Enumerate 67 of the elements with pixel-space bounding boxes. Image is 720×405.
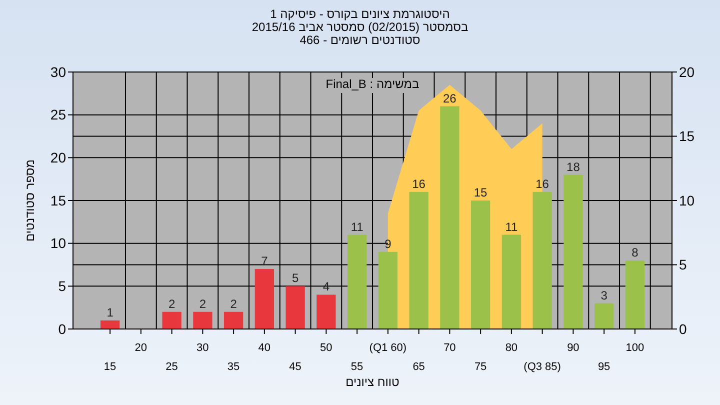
x-tick-label: 45 xyxy=(289,360,302,373)
data-label: 3 xyxy=(600,288,608,302)
x-tick-label: 50 xyxy=(320,342,332,354)
y-tick-label: 15 xyxy=(50,192,66,208)
bar xyxy=(625,260,645,329)
data-label: 9 xyxy=(384,236,392,251)
bar xyxy=(254,269,274,329)
data-label: 15 xyxy=(474,186,488,200)
bar xyxy=(502,234,522,329)
x-tick-label: (Q3 85) xyxy=(524,360,561,373)
bar xyxy=(316,294,336,329)
x-tick-label: (Q1 60) xyxy=(369,342,407,354)
data-label: 2 xyxy=(199,296,206,311)
data-label: 11 xyxy=(350,220,364,234)
y-tick-label: 10 xyxy=(50,235,66,252)
data-label: 1 xyxy=(106,305,114,320)
chart-title: היסטוגרמת ציונים בקורס - פיסיקה 1 xyxy=(270,7,450,21)
y-tick-label: 5 xyxy=(58,278,66,294)
x-tick-label: 15 xyxy=(104,360,116,373)
y-tick-label: 25 xyxy=(50,106,66,123)
bar xyxy=(193,312,212,329)
bar xyxy=(162,312,182,329)
x-tick-label: 35 xyxy=(227,360,240,373)
y2-tick-label: 0 xyxy=(679,320,687,337)
data-label: 2 xyxy=(230,296,238,311)
x-tick-label: 100 xyxy=(626,342,644,354)
annotation: במשימה : Final_B xyxy=(326,77,420,91)
bar xyxy=(409,192,428,329)
y2-tick-label: 5 xyxy=(679,256,687,273)
x-tick-label: 20 xyxy=(134,342,148,354)
bar xyxy=(532,192,552,329)
data-label: 5 xyxy=(292,271,299,286)
bar xyxy=(564,174,583,329)
y2-tick-label: 15 xyxy=(679,128,695,144)
data-label: 8 xyxy=(632,245,639,260)
x-tick-label: 55 xyxy=(350,360,364,373)
x-tick-label: 70 xyxy=(444,342,456,354)
bar xyxy=(286,286,305,329)
x-tick-label: 80 xyxy=(505,342,518,354)
data-label: 16 xyxy=(536,176,550,191)
data-label: 2 xyxy=(168,296,176,311)
bar xyxy=(440,106,460,329)
y2-tick-label: 20 xyxy=(679,64,695,80)
x-axis-title: טווח ציונים xyxy=(346,375,400,389)
x-tick-label: 25 xyxy=(166,360,178,373)
y-tick-label: 30 xyxy=(50,64,66,80)
x-tick-label: 95 xyxy=(598,360,610,373)
bar xyxy=(224,312,244,329)
x-tick-label: 30 xyxy=(196,342,209,354)
bar xyxy=(347,234,367,329)
x-tick-label: 40 xyxy=(258,342,271,354)
chart-subtitle: בסמסטר (02/2015) סמסטר אביב 2015/16 סטודנטים רשומים - 466 xyxy=(252,20,468,47)
x-tick-label: 75 xyxy=(474,360,487,373)
bar xyxy=(594,303,614,329)
y-tick-label: 0 xyxy=(58,320,66,337)
y2-tick-label: 10 xyxy=(679,192,695,208)
data-label: 16 xyxy=(412,176,426,191)
x-tick-label: 65 xyxy=(412,360,425,373)
x-tick-label: 90 xyxy=(567,342,580,354)
bar xyxy=(100,320,120,329)
data-label: 18 xyxy=(566,160,580,174)
bar xyxy=(470,200,490,329)
data-label: 26 xyxy=(443,91,457,106)
bar xyxy=(378,252,398,329)
data-label: 11 xyxy=(505,220,518,234)
y-tick-label: 20 xyxy=(50,150,66,166)
y-axis-title: מספר סטודנטים xyxy=(23,159,37,242)
